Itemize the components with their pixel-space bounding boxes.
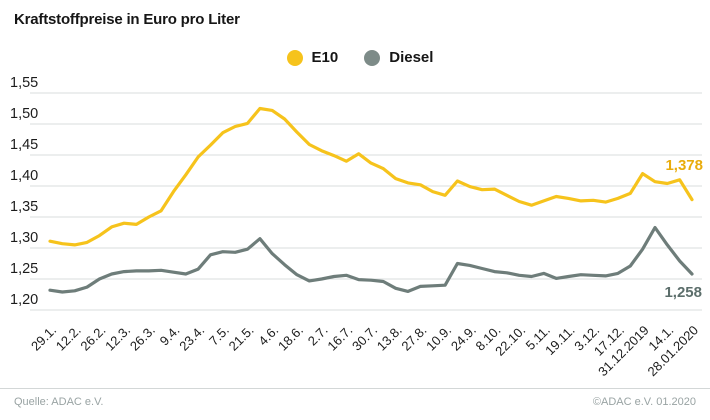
x-axis-tick-label: 24.9. — [448, 323, 479, 354]
source-note: Quelle: ADAC e.V. — [14, 396, 104, 408]
copyright-note: ©ADAC e.V. 01.2020 — [592, 396, 696, 408]
footer: Quelle: ADAC e.V. ©ADAC e.V. 01.2020 — [0, 388, 710, 408]
legend: E10 Diesel — [0, 49, 710, 66]
x-axis-tick-label: 26.3. — [127, 323, 158, 354]
x-axis-tick-label: 10.9. — [423, 323, 454, 354]
e10-end-value-label: 1,378 — [665, 157, 703, 174]
e10-line — [48, 106, 694, 247]
y-axis-tick-label: 1,45 — [10, 137, 38, 153]
x-axis-tick-label: 21.5. — [226, 323, 257, 354]
x-axis-tick-label: 12.3. — [102, 323, 133, 354]
x-axis-tick-label: 18.6. — [275, 323, 306, 354]
e10-legend-label: E10 — [311, 49, 339, 66]
x-axis-tick-label: 26.2. — [77, 323, 108, 354]
y-axis-tick-label: 1,25 — [10, 261, 38, 277]
x-axis-tick-label: 12.2. — [53, 323, 84, 354]
x-axis-tick-label: 23.4. — [176, 323, 207, 354]
x-axis-tick-label: 13.8. — [374, 323, 405, 354]
e10-legend-dot-icon — [286, 49, 303, 66]
y-axis-tick-label: 1,50 — [10, 106, 38, 122]
x-axis-tick-label: 16.7. — [324, 323, 355, 354]
y-axis-tick-label: 1,30 — [10, 230, 38, 246]
chart-title: Kraftstoffpreise in Euro pro Liter — [14, 11, 240, 28]
y-axis-tick-label: 1,35 — [10, 199, 38, 215]
diesel-end-value-label: 1,258 — [664, 284, 702, 301]
diesel-line — [48, 225, 694, 294]
diesel-legend-dot-icon — [364, 49, 381, 66]
diesel-legend-label: Diesel — [389, 49, 434, 66]
y-axis-tick-label: 1,40 — [10, 168, 38, 184]
x-axis-tick-label: 27.8. — [398, 323, 429, 354]
y-axis-tick-label: 1,20 — [10, 292, 38, 308]
legend-item-diesel: Diesel — [364, 49, 433, 66]
y-axis-tick-label: 1,55 — [10, 75, 38, 91]
x-axis-tick-label: 29.1. — [28, 323, 59, 354]
x-axis-tick-label: 30.7. — [349, 323, 380, 354]
legend-item-e10: E10 — [286, 49, 339, 66]
